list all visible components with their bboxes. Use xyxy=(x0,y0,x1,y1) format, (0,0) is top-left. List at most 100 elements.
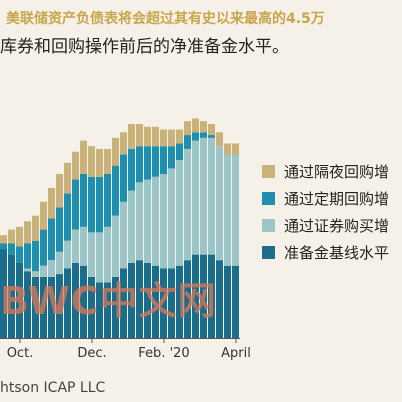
bar-securities-4 xyxy=(32,271,39,277)
bar-baseline-5 xyxy=(40,276,47,338)
legend-item-term-repo: 通过定期回购增 xyxy=(262,185,389,212)
bar-securities-27 xyxy=(216,146,223,261)
bar-baseline-21 xyxy=(168,268,175,338)
bar-securities-15 xyxy=(120,201,127,269)
bar-securities-14 xyxy=(112,215,119,277)
bar-baseline-4 xyxy=(32,276,39,338)
bar-baseline-20 xyxy=(160,268,167,338)
legend-label-overnight-repo: 通过隔夜回购增 xyxy=(284,163,390,181)
bar-term_repo-25 xyxy=(200,132,207,138)
legend-item-overnight-repo: 通过隔夜回购增 xyxy=(262,158,389,185)
bar-baseline-24 xyxy=(192,254,199,338)
bar-term_repo-23 xyxy=(184,135,191,149)
bar-securities-16 xyxy=(128,190,135,263)
legend-item-baseline: 准备金基线水平 xyxy=(262,239,389,266)
bar-securities-3 xyxy=(24,268,31,272)
bar-overnight_repo-4 xyxy=(32,215,39,241)
bar-overnight_repo-6 xyxy=(48,187,55,219)
bar-overnight_repo-26 xyxy=(208,123,215,136)
bar-securities-28 xyxy=(224,154,231,266)
bar-term_repo-5 xyxy=(40,229,47,266)
bar-baseline-26 xyxy=(208,254,215,338)
bar-baseline-23 xyxy=(184,260,191,338)
bar-overnight_repo-20 xyxy=(160,129,167,147)
bar-overnight_repo-18 xyxy=(144,126,151,147)
bar-term_repo-2 xyxy=(16,246,23,263)
bar-securities-12 xyxy=(96,232,103,283)
bar-baseline-7 xyxy=(56,274,63,338)
bar-term_repo-17 xyxy=(136,146,143,183)
bar-overnight_repo-13 xyxy=(104,148,111,174)
bar-overnight_repo-7 xyxy=(56,173,63,208)
bar-securities-22 xyxy=(176,160,183,266)
bar-term_repo-1 xyxy=(8,243,15,255)
bar-overnight_repo-15 xyxy=(120,132,127,155)
bar-overnight_repo-17 xyxy=(136,123,143,147)
bar-term_repo-20 xyxy=(160,146,167,174)
bar-term_repo-19 xyxy=(152,146,159,177)
bar-overnight_repo-28 xyxy=(224,143,231,155)
bar-baseline-13 xyxy=(104,282,111,338)
bar-securities-20 xyxy=(160,173,167,269)
bar-baseline-8 xyxy=(64,268,71,338)
bar-overnight_repo-9 xyxy=(72,151,79,180)
bar-securities-17 xyxy=(136,182,143,261)
legend: 通过隔夜回购增 通过定期回购增 通过证券购买增 准备金基线水平 xyxy=(262,158,389,266)
bar-securities-6 xyxy=(48,260,55,277)
bar-overnight_repo-8 xyxy=(64,162,71,194)
bar-overnight_repo-5 xyxy=(40,201,47,230)
bar-term_repo-14 xyxy=(112,165,119,216)
bar-overnight_repo-21 xyxy=(168,129,175,147)
bar-overnight_repo-11 xyxy=(88,146,95,177)
bar-securities-21 xyxy=(168,168,175,269)
legend-label-term-repo: 通过定期回购增 xyxy=(284,190,390,208)
bar-term_repo-18 xyxy=(144,146,151,180)
bar-term_repo-8 xyxy=(64,193,71,241)
x-tick-label-3: April xyxy=(221,346,251,361)
bar-term_repo-24 xyxy=(192,132,199,141)
bar-securities-9 xyxy=(72,229,79,263)
bar-baseline-2 xyxy=(16,262,23,338)
bar-baseline-25 xyxy=(200,254,207,338)
chart-title: 美联储资产负债表将会超过其有史以来最高的4.5万 xyxy=(6,11,325,27)
bar-baseline-16 xyxy=(128,262,135,338)
bar-baseline-15 xyxy=(120,268,127,338)
bar-baseline-9 xyxy=(72,262,79,338)
legend-swatch-securities xyxy=(262,219,275,232)
bar-term_repo-7 xyxy=(56,207,63,252)
bar-securities-25 xyxy=(200,137,207,255)
bar-baseline-14 xyxy=(112,276,119,338)
bar-securities-29 xyxy=(232,154,239,266)
legend-label-securities: 通过证券购买增 xyxy=(284,217,390,235)
bar-term_repo-26 xyxy=(208,135,215,138)
bar-baseline-29 xyxy=(232,265,239,338)
bar-term_repo-13 xyxy=(104,173,111,227)
watermark: BWC中文网 xyxy=(0,279,217,323)
bar-term_repo-22 xyxy=(176,143,183,161)
bar-securities-10 xyxy=(80,226,87,266)
bar-term_repo-0 xyxy=(0,243,7,250)
bar-term_repo-11 xyxy=(88,176,95,233)
bar-baseline-6 xyxy=(48,276,55,338)
bar-baseline-1 xyxy=(8,254,15,338)
source-credit: htson ICAP LLC xyxy=(0,380,106,396)
bar-overnight_repo-19 xyxy=(152,126,159,147)
bar-term_repo-10 xyxy=(80,173,87,227)
bar-overnight_repo-14 xyxy=(112,137,119,166)
chart-subtitle: 库券和回购操作前后的净准备金水平。 xyxy=(0,37,289,57)
x-tick-label-0: Oct. xyxy=(7,346,34,361)
bar-securities-11 xyxy=(88,232,95,277)
bar-securities-26 xyxy=(208,137,215,255)
bar-overnight_repo-12 xyxy=(96,148,103,177)
bar-securities-18 xyxy=(144,179,151,263)
bar-overnight_repo-16 xyxy=(128,123,135,149)
bar-securities-24 xyxy=(192,140,199,255)
bar-baseline-0 xyxy=(0,249,7,338)
bar-baseline-17 xyxy=(136,260,143,338)
bar-baseline-3 xyxy=(24,271,31,338)
legend-item-securities: 通过证券购买增 xyxy=(262,212,389,239)
bar-term_repo-6 xyxy=(48,218,55,261)
bar-overnight_repo-22 xyxy=(176,129,183,144)
bar-overnight_repo-27 xyxy=(216,132,223,147)
